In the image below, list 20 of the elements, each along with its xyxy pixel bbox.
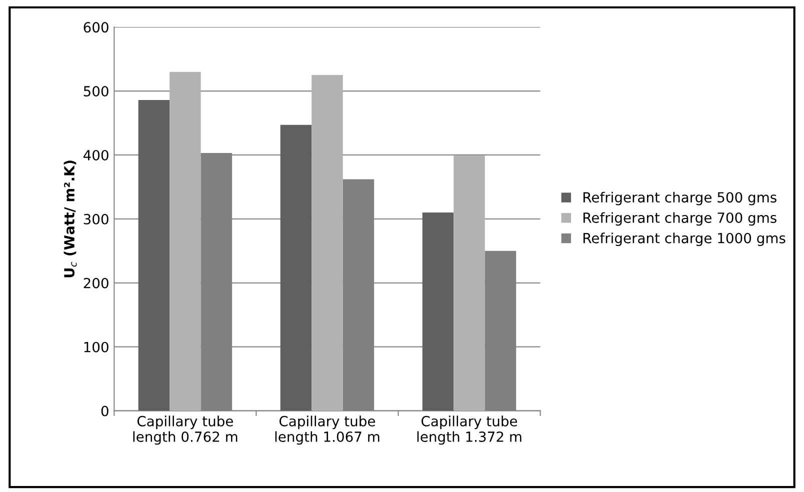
bar xyxy=(454,156,485,411)
bar xyxy=(280,124,312,411)
x-tick-label: Capillary tube length 0.762 m xyxy=(133,416,238,445)
bar xyxy=(138,100,170,411)
y-tick-label: 0 xyxy=(101,406,108,416)
legend-label: Refrigerant charge 700 gms xyxy=(584,212,776,226)
y-axis-title: U$_{c}$ (Watt/ m².K) xyxy=(64,160,77,278)
y-tick-label: 200 xyxy=(84,278,108,288)
y-tick-label: 500 xyxy=(84,86,108,96)
bar xyxy=(170,72,201,411)
x-tick-label: Capillary tube length 1.067 m xyxy=(275,416,380,445)
y-tick-label: 100 xyxy=(84,342,108,352)
legend-label: Refrigerant charge 1000 gms xyxy=(584,232,786,246)
y-tick-label: 600 xyxy=(84,22,108,33)
y-tick-label: 400 xyxy=(83,150,108,160)
x-tick-label: Capillary tube length 1.372 m xyxy=(417,416,522,445)
y-tick-label: 300 xyxy=(84,214,108,224)
bar xyxy=(312,75,343,411)
legend-label: Refrigerant charge 500 gms xyxy=(584,192,776,206)
bar xyxy=(422,212,454,411)
